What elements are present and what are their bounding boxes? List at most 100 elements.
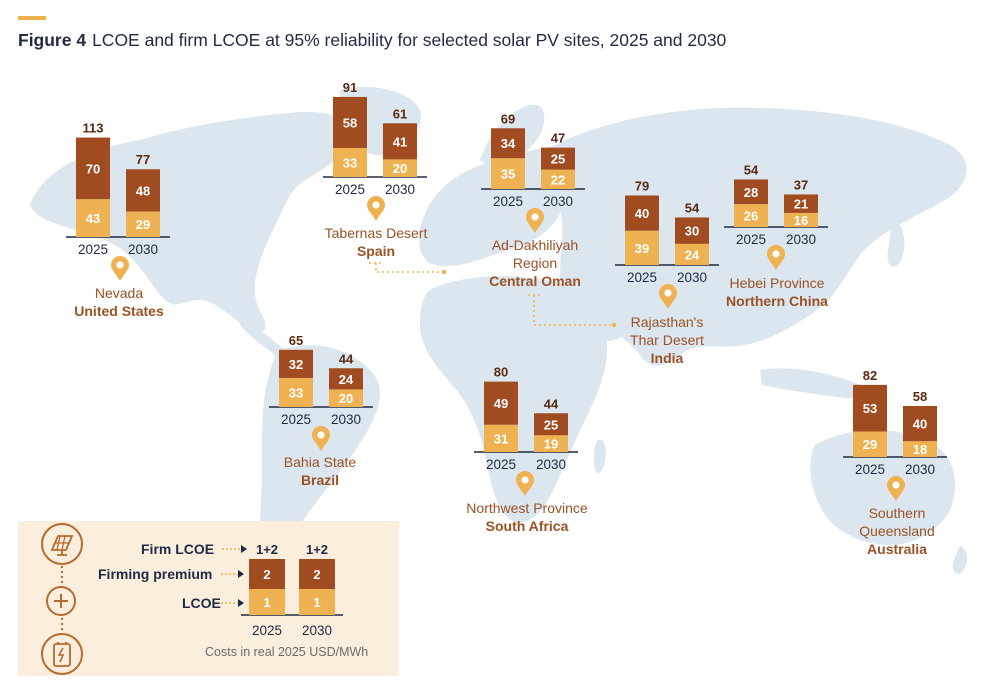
location-pin-dot xyxy=(772,250,780,258)
bar-firming-premium xyxy=(491,128,525,159)
data-label-firm-lcoe: 77 xyxy=(136,152,150,167)
data-label-firming-premium: 34 xyxy=(501,136,516,151)
data-label-firming-premium: 53 xyxy=(863,401,877,416)
data-label-firming-premium: 28 xyxy=(744,185,758,200)
location-label-india: Rajasthan's Thar Desert India xyxy=(572,313,762,367)
bar-firming-premium xyxy=(903,405,937,442)
location-region: Nevada xyxy=(94,285,144,301)
bar-firming-premium xyxy=(734,179,768,205)
data-label-firm-lcoe: 80 xyxy=(494,365,508,380)
data-label-firming-premium: 40 xyxy=(635,206,649,221)
location-region: Rajasthan's Thar Desert xyxy=(630,314,704,348)
bar-firming-premium xyxy=(279,349,313,378)
data-label-lcoe: 29 xyxy=(863,437,877,452)
tick-label-year: 2025 xyxy=(855,462,885,477)
legend-tick-label-year: 2025 xyxy=(252,623,282,638)
location-country: United States xyxy=(74,303,164,319)
data-label-firm-lcoe: 58 xyxy=(913,389,927,404)
data-label-firm-lcoe: 65 xyxy=(289,333,303,348)
data-label-firm-lcoe: 44 xyxy=(544,396,559,411)
location-region: Hebei Province xyxy=(729,275,825,291)
tick-label-year: 2025 xyxy=(627,270,657,285)
connector-oman xyxy=(528,294,612,326)
location-country: Australia xyxy=(867,541,927,557)
bar-lcoe xyxy=(491,158,525,189)
map-japan xyxy=(887,220,905,267)
connector-oman-end xyxy=(611,322,617,328)
location-pin-dot xyxy=(372,201,380,209)
tick-label-year: 2030 xyxy=(385,182,415,197)
bar-lcoe xyxy=(484,424,518,452)
map-new-zealand xyxy=(952,545,968,575)
bar-firming-premium xyxy=(853,384,887,432)
data-label-firm-lcoe: 61 xyxy=(393,106,407,121)
data-label-firm-lcoe: 113 xyxy=(83,121,104,136)
location-pin-dot xyxy=(664,289,672,297)
bar-lcoe xyxy=(279,377,313,407)
battery-icon xyxy=(41,633,83,675)
legend-bar-lcoe xyxy=(249,589,285,615)
data-label-lcoe: 20 xyxy=(339,391,353,406)
data-label-lcoe: 24 xyxy=(685,247,700,262)
data-label-firming-premium: 48 xyxy=(136,183,150,198)
title-accent-bar xyxy=(18,16,46,20)
tick-label-year: 2030 xyxy=(786,232,816,247)
bar-lcoe xyxy=(383,159,417,177)
location-pin-dot xyxy=(317,431,325,439)
legend-value-firm-lcoe: 1+2 xyxy=(306,542,328,557)
bar-firming-premium xyxy=(76,137,110,200)
location-region: Ad-Dakhiliyah Region xyxy=(491,237,579,271)
data-label-lcoe: 26 xyxy=(744,209,758,224)
bar-firming-premium xyxy=(333,96,367,148)
map-arabia xyxy=(560,288,628,341)
data-label-firm-lcoe: 47 xyxy=(551,131,565,146)
bar-lcoe xyxy=(126,211,160,237)
figure-title-text: LCOE and firm LCOE at 95% reliability fo… xyxy=(92,30,727,50)
bar-lcoe xyxy=(329,389,363,407)
connector-spain-end xyxy=(441,269,447,275)
data-label-lcoe: 29 xyxy=(136,217,150,232)
map-madagascar xyxy=(594,439,606,474)
legend-value-firming-premium: 2 xyxy=(313,567,320,582)
map-europe xyxy=(419,147,571,267)
data-label-firming-premium: 40 xyxy=(913,417,927,432)
data-label-firming-premium: 70 xyxy=(86,161,100,176)
plus-icon xyxy=(46,586,76,616)
legend-arrow-head xyxy=(238,570,244,578)
data-label-firm-lcoe: 82 xyxy=(863,368,877,383)
data-label-lcoe: 22 xyxy=(551,172,565,187)
bar-lcoe xyxy=(625,230,659,265)
data-label-firming-premium: 21 xyxy=(794,197,808,212)
bar-lcoe xyxy=(903,441,937,457)
data-label-lcoe: 20 xyxy=(393,161,407,176)
data-label-firm-lcoe: 79 xyxy=(635,178,649,193)
bar-firming-premium xyxy=(534,413,568,436)
legend-bar-firming-premium xyxy=(299,559,335,589)
connector-spain xyxy=(369,262,442,273)
map-central-america xyxy=(240,318,287,359)
location-region: Southern Queensland xyxy=(859,505,935,539)
location-country: Spain xyxy=(356,243,396,259)
tick-label-year: 2025 xyxy=(335,182,365,197)
legend-value-firming-premium: 2 xyxy=(263,567,270,582)
legend-value-lcoe: 1 xyxy=(313,595,320,610)
data-label-firming-premium: 25 xyxy=(544,417,558,432)
data-label-firm-lcoe: 91 xyxy=(343,80,357,95)
location-label-china: Hebei Province Northern China xyxy=(682,274,872,310)
data-label-firm-lcoe: 69 xyxy=(501,111,515,126)
legend-value-lcoe: 1 xyxy=(263,595,270,610)
legend-unit-note: Costs in real 2025 USD/MWh xyxy=(205,645,369,659)
data-label-firming-premium: 32 xyxy=(289,357,303,372)
tick-label-year: 2025 xyxy=(493,194,523,209)
legend-tick-label-year: 2030 xyxy=(302,623,332,638)
location-country: India xyxy=(650,350,684,366)
location-label-australia: Southern Queensland Australia xyxy=(802,504,992,558)
bar-firming-premium xyxy=(484,381,518,425)
tick-label-year: 2025 xyxy=(736,232,766,247)
tick-label-year: 2030 xyxy=(543,194,573,209)
legend-arrow-head xyxy=(238,599,244,607)
bar-lcoe xyxy=(541,169,575,189)
tick-label-year: 2030 xyxy=(677,270,707,285)
